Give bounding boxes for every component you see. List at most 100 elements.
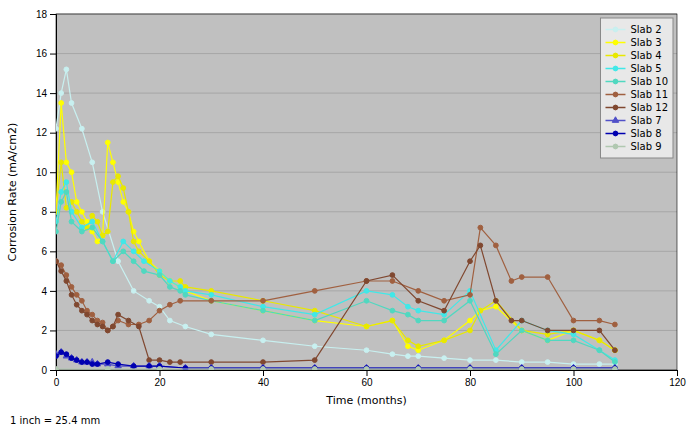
series-line: [56, 352, 615, 368]
legend-marker: [613, 144, 618, 149]
series-point: [390, 279, 395, 284]
y-tick-mark: [50, 172, 56, 173]
x-tick-label: 40: [258, 377, 270, 388]
series-point: [364, 348, 369, 353]
series-point: [111, 259, 116, 264]
series-point: [183, 292, 188, 297]
series-point: [74, 209, 79, 214]
series-point: [468, 358, 473, 363]
series-point: [95, 239, 100, 244]
series-point: [167, 318, 172, 323]
series-point: [68, 354, 74, 360]
series-point: [416, 367, 421, 370]
series-point: [312, 344, 317, 349]
series-point: [209, 292, 214, 297]
plot: 020406080100120024681012141618Slab 2Slab…: [36, 9, 686, 388]
series: [56, 348, 618, 369]
series-point: [167, 279, 172, 284]
series-point: [390, 318, 395, 323]
y-tick-mark: [50, 370, 56, 371]
legend-label: Slab 12: [630, 102, 668, 113]
series-point: [571, 366, 576, 370]
series-point: [468, 318, 473, 323]
series-point: [131, 249, 136, 254]
series-point: [364, 366, 369, 370]
series-point: [100, 239, 105, 244]
series-point: [416, 344, 421, 349]
series-point: [131, 288, 136, 293]
series-point: [545, 328, 550, 333]
chart: 020406080100120024681012141618Slab 2Slab…: [0, 0, 693, 432]
legend-label: Slab 7: [630, 115, 661, 126]
series-point: [178, 298, 183, 303]
series-point: [442, 338, 447, 343]
series-point: [519, 275, 524, 280]
series-point: [85, 312, 90, 317]
series-point: [121, 186, 126, 191]
y-tick-label: 18: [36, 9, 48, 20]
x-tick-label: 0: [54, 377, 60, 388]
series-point: [79, 229, 84, 234]
series-point: [167, 302, 172, 307]
legend-marker: [612, 117, 618, 123]
y-tick: 10: [36, 167, 56, 178]
series-point: [59, 190, 64, 195]
series-point: [493, 358, 498, 363]
y-tick: 16: [36, 48, 56, 59]
x-tick: 120: [669, 370, 686, 388]
series-point: [59, 269, 64, 274]
series-line: [56, 245, 615, 362]
series-line: [56, 192, 615, 362]
legend-item: Slab 3: [605, 37, 661, 48]
series: [56, 367, 617, 370]
series: [56, 243, 617, 364]
legend-label: Slab 5: [630, 63, 661, 74]
series-point: [79, 219, 84, 224]
y-axis-line: [50, 15, 57, 371]
series-point: [178, 360, 183, 365]
series-point: [468, 328, 473, 333]
series-point: [519, 328, 524, 333]
series-point: [116, 312, 121, 317]
legend-marker: [613, 92, 618, 97]
series-point: [209, 366, 214, 370]
series: [56, 101, 617, 353]
series-point: [90, 318, 95, 323]
series-point: [69, 101, 74, 106]
y-tick-label: 4: [41, 286, 47, 297]
series-point: [69, 285, 74, 290]
y-tick-label: 12: [36, 127, 48, 138]
series-point: [58, 348, 64, 354]
x-tick-label: 60: [361, 377, 373, 388]
series-point: [364, 367, 369, 370]
legend-item: Slab 12: [605, 102, 668, 113]
series-point: [597, 328, 602, 333]
y-tick-mark: [50, 212, 56, 213]
y-axis: 024681012141618: [36, 9, 57, 376]
series-point: [111, 324, 116, 329]
series-point: [597, 362, 602, 367]
series-point: [63, 352, 69, 358]
legend-marker: [613, 79, 618, 84]
series-point: [390, 352, 395, 357]
series-point: [312, 288, 317, 293]
series-point: [74, 302, 79, 307]
series-point: [493, 298, 498, 303]
series-point: [571, 328, 576, 333]
series-point: [416, 308, 421, 313]
series-point: [509, 318, 514, 323]
series-point: [116, 362, 121, 367]
x-axis: 020406080100120: [54, 370, 687, 388]
grid-line: [56, 211, 677, 212]
series-point: [79, 360, 84, 365]
series-point: [597, 318, 602, 323]
series-point: [56, 354, 58, 359]
series-point: [136, 324, 141, 329]
series-point: [136, 239, 141, 244]
x-axis-line: [57, 371, 678, 377]
series-point: [64, 190, 69, 195]
series: [56, 160, 617, 353]
series-point: [416, 366, 421, 370]
series-point: [442, 308, 447, 313]
series-point: [597, 338, 602, 343]
